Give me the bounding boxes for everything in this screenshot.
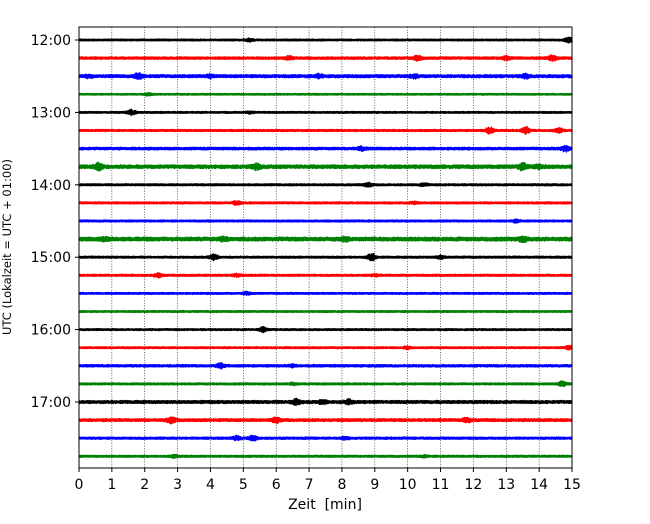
trace-line <box>78 181 573 188</box>
trace-line <box>78 235 573 244</box>
y-tick-label: 12:00 <box>31 33 71 49</box>
trace-line <box>78 161 573 172</box>
plot-background <box>79 27 572 468</box>
trace-line <box>78 325 573 334</box>
trace-line <box>78 92 573 97</box>
trace-line <box>78 453 573 459</box>
trace-line <box>78 54 573 63</box>
y-tick-label: 14:00 <box>31 178 71 194</box>
x-tick-label: 9 <box>370 477 379 493</box>
trace-line <box>78 108 573 117</box>
trace-line <box>78 272 573 279</box>
x-tick-label: 1 <box>107 477 116 493</box>
trace-line <box>78 218 573 224</box>
trace-line <box>78 36 573 44</box>
x-ticks: 0 1 2 3 4 5 6 7 8 9 10 11 12 13 14 15 <box>75 468 581 493</box>
trace-line <box>78 380 573 388</box>
trace-line <box>78 416 573 425</box>
x-tick-label: 15 <box>563 477 581 493</box>
x-axis-label: Zeit [min] <box>288 497 362 513</box>
grid-layer <box>111 27 540 468</box>
x-tick-label: 12 <box>464 477 482 493</box>
trace-layer <box>78 36 573 459</box>
x-tick-label: 2 <box>140 477 149 493</box>
trace-line <box>78 144 573 153</box>
trace-line <box>78 309 573 314</box>
trace-line <box>78 434 573 442</box>
x-tick-label: 6 <box>272 477 281 493</box>
trace-line <box>78 397 573 407</box>
trace-line <box>78 126 573 136</box>
y-axis-label: UTC (Lokalzeit = UTC + 01:00) <box>0 159 14 335</box>
x-tick-label: 13 <box>497 477 515 493</box>
y-tick-label: 13:00 <box>31 105 71 121</box>
x-tick-label: 0 <box>75 477 84 493</box>
y-tick-label: 15:00 <box>31 250 71 266</box>
trace-line <box>78 252 573 262</box>
x-tick-label: 14 <box>530 477 548 493</box>
y-ticks: 12:00 13:00 14:00 15:00 16:00 17:00 <box>31 33 79 411</box>
x-tick-label: 11 <box>432 477 450 493</box>
trace-line <box>78 290 573 296</box>
x-tick-label: 3 <box>173 477 182 493</box>
plot-frame <box>78 26 573 469</box>
trace-line <box>78 200 573 206</box>
trace-line <box>78 344 573 351</box>
trace-line <box>78 72 573 80</box>
x-tick-label: 8 <box>337 477 346 493</box>
y-tick-label: 16:00 <box>31 323 71 339</box>
trace-line <box>78 362 573 370</box>
x-tick-label: 4 <box>206 477 215 493</box>
x-tick-label: 5 <box>239 477 248 493</box>
y-tick-label: 17:00 <box>31 395 71 411</box>
x-tick-label: 7 <box>305 477 314 493</box>
x-tick-label: 10 <box>399 477 417 493</box>
